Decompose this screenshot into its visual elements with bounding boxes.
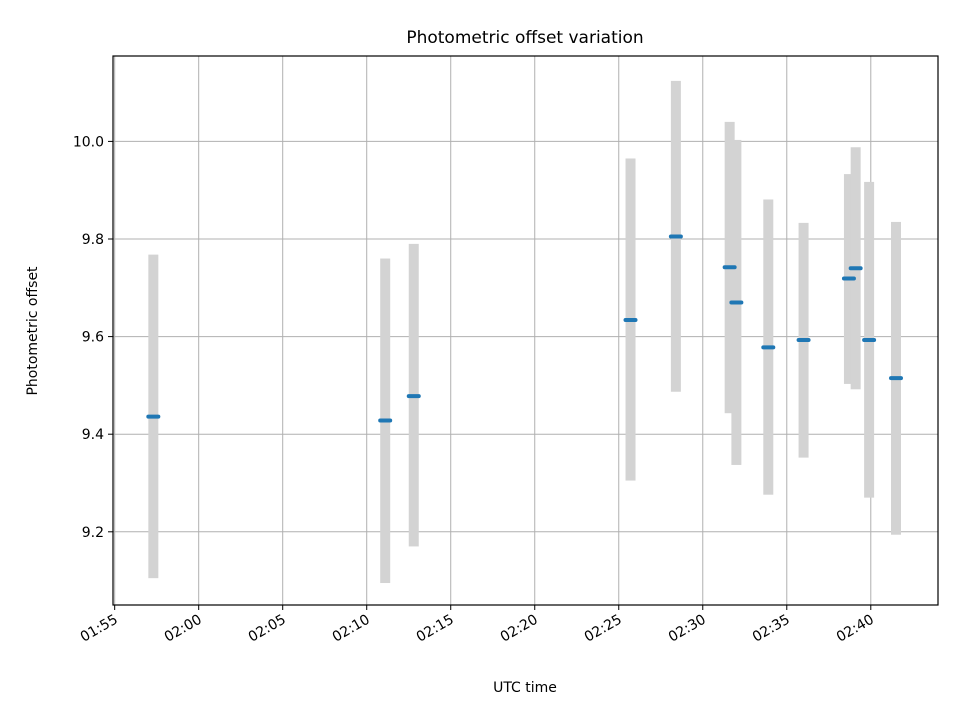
y-tick-label: 9.8 <box>82 232 104 248</box>
plot-frame <box>112 55 939 606</box>
x-tick-label: 02:20 <box>498 612 541 646</box>
error-bars <box>148 80 901 584</box>
chart-title: Photometric offset variation <box>406 28 643 48</box>
x-axis: 01:55 02:00 02:05 02:10 02:15 02:20 02:25 02:30… <box>78 605 877 646</box>
x-tick-label: 02:05 <box>246 612 289 646</box>
x-tick-label: 02:10 <box>330 612 373 646</box>
x-tick-label: 02:30 <box>666 612 709 646</box>
y-axis: 9.2 9.4 9.6 9.8 10.0 <box>73 134 113 541</box>
x-tick-label: 02:35 <box>750 612 793 646</box>
x-axis-label: UTC time <box>493 680 557 696</box>
data-points <box>146 234 903 423</box>
grid <box>113 56 938 605</box>
y-tick-label: 10.0 <box>73 134 104 150</box>
y-tick-label: 9.2 <box>82 525 104 541</box>
y-tick-label: 9.4 <box>82 427 104 443</box>
x-tick-label: 01:55 <box>78 612 121 646</box>
x-tick-label: 02:15 <box>414 612 457 646</box>
x-tick-label: 02:40 <box>834 612 877 646</box>
x-tick-label: 02:25 <box>582 612 625 646</box>
y-axis-label: Photometric offset <box>25 266 41 396</box>
x-tick-label: 02:00 <box>162 612 205 646</box>
y-tick-label: 9.6 <box>82 330 104 346</box>
